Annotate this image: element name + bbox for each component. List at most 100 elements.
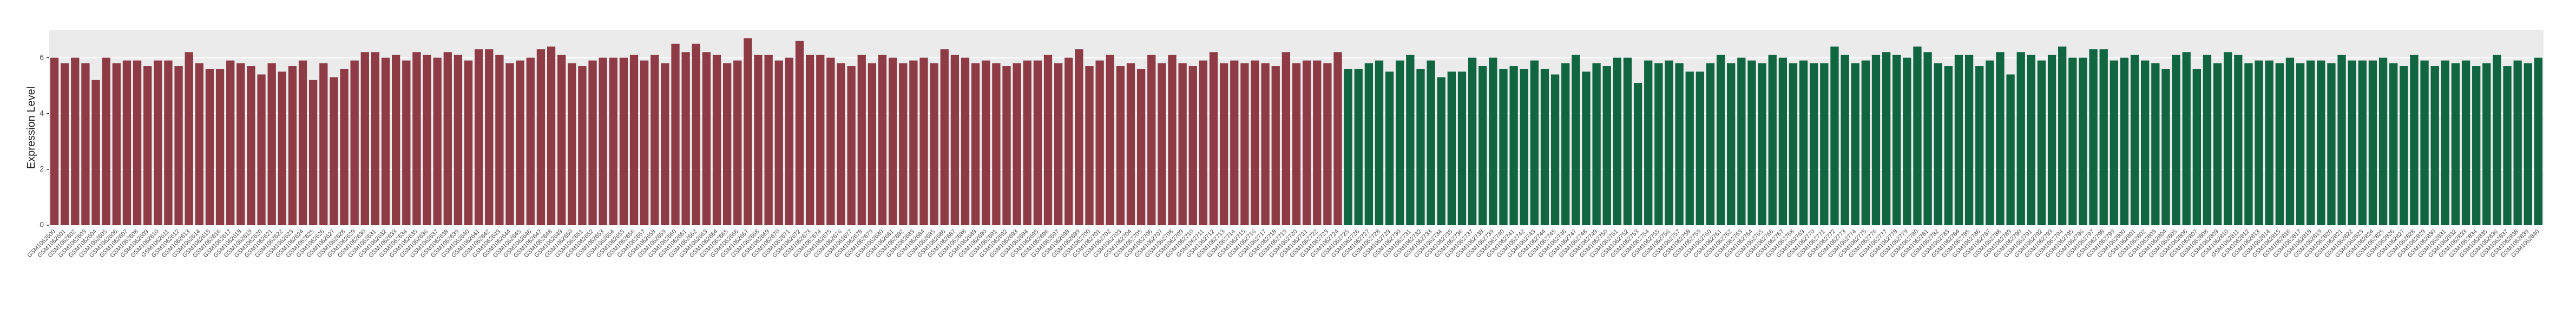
bar [2130,55,2139,226]
bar [102,57,110,226]
bar [205,69,214,225]
bar [516,60,524,225]
bar [1313,60,1322,225]
bar [588,60,597,225]
bar [1923,52,1932,225]
bar [568,63,576,225]
bar [774,60,783,225]
bar [402,60,411,225]
bar [1685,71,1694,225]
bar [1665,60,1673,225]
bar [2389,63,2398,225]
bar [982,60,990,225]
bar [681,52,690,225]
bar [1789,63,1798,225]
bar [112,63,121,225]
bar [1696,71,1705,225]
bar [2120,57,2129,226]
y-tick-label: 0 [40,220,44,229]
bar [1540,69,1549,225]
bar [1240,63,1249,225]
bar [1406,55,1415,226]
bar [826,57,835,226]
bar [454,55,463,226]
bar [1675,63,1684,225]
bar [2224,52,2232,225]
bar [1427,60,1435,225]
bar [1478,66,1487,226]
bar [971,63,980,225]
bar [2275,63,2284,225]
bar [2513,60,2522,225]
bar [1075,49,1083,225]
bar [2534,57,2543,226]
bar [2317,60,2325,225]
bar [50,57,59,226]
bar [847,66,856,226]
bar [2016,52,2025,225]
bar [940,49,949,225]
bar [1706,63,1715,225]
bar [298,60,307,225]
bar [2255,60,2263,225]
bar [671,43,680,226]
bar [837,63,845,225]
bar [61,63,69,225]
bar [2151,63,2160,225]
bar [692,43,700,226]
bar [2524,63,2532,225]
bar [2327,63,2336,225]
bar [143,66,152,226]
bar [464,60,473,225]
bar [1230,60,1239,225]
bar [2110,60,2118,225]
bar [536,49,546,225]
bar [309,80,318,226]
bar [91,80,100,226]
bar [1747,60,1756,225]
bar [2420,60,2429,225]
bar [1396,60,1404,225]
bar [1986,60,1994,225]
bar [1737,57,1746,226]
bar [1219,63,1228,225]
bar [340,69,349,225]
bar [1136,69,1146,225]
bar [2368,60,2377,225]
bar [795,41,804,225]
bar [1364,63,1374,225]
bar [2348,60,2356,225]
bar [805,55,814,226]
bar [2503,66,2512,226]
bar [2461,60,2470,225]
bar [1561,63,1570,225]
bar [2482,63,2491,225]
bar [1903,57,1911,226]
bar [702,52,711,225]
bar [1385,71,1394,225]
bar [961,57,970,226]
bar [578,66,587,226]
bar [1085,66,1094,226]
bar [930,63,938,225]
bar [1964,55,1974,226]
bar [868,63,877,225]
bar [1623,57,1632,226]
bar [754,55,763,226]
bar [2203,55,2212,226]
bar [1033,60,1042,225]
bar [650,55,659,226]
bar [1768,55,1777,226]
bar [744,38,752,225]
bar [1633,82,1642,225]
bar [1178,63,1187,225]
bar [1416,69,1425,225]
bar [485,49,494,225]
bar [257,74,266,225]
bar [950,55,960,226]
bar [723,63,732,225]
bar [2451,63,2460,225]
bar [764,55,773,226]
bar [888,57,897,226]
bar [619,57,628,226]
